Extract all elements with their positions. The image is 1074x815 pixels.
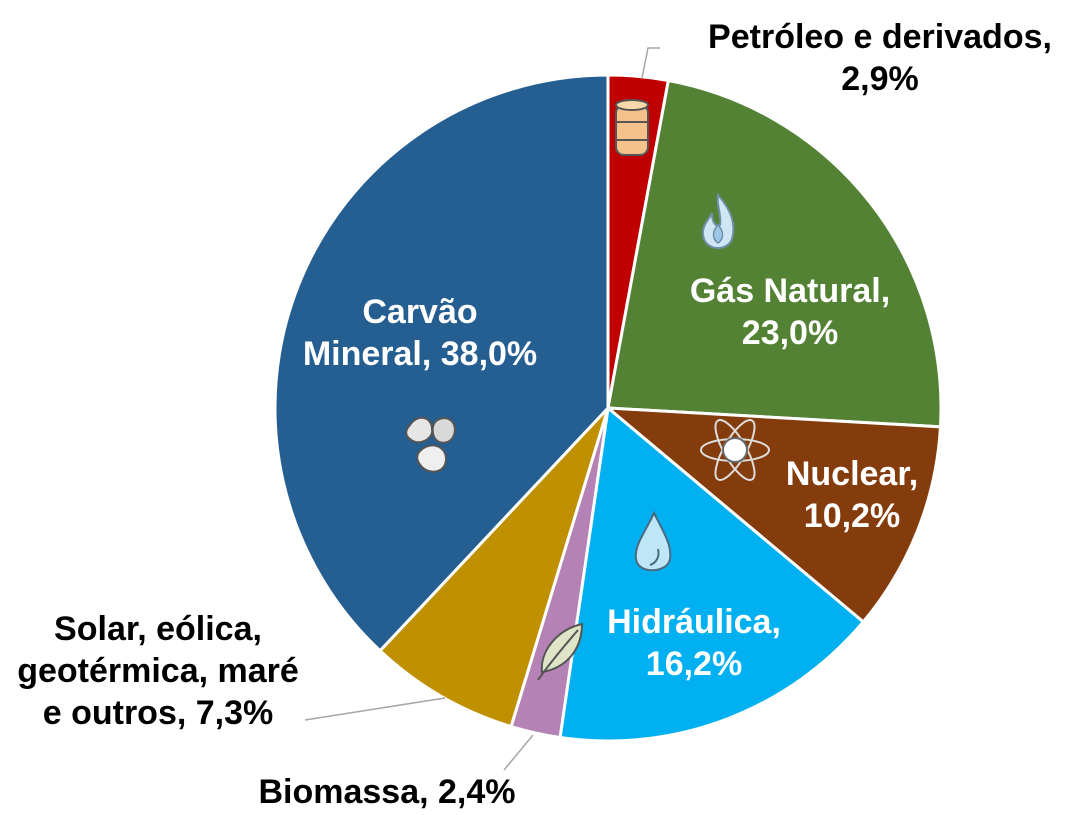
- leader-line-solar-eolica-geotermica-mare-e-outros: [304, 697, 446, 721]
- data-label-line: Petróleo e derivados,: [708, 18, 1052, 56]
- data-label-nuclear: Nuclear, 10,2%: [786, 455, 918, 535]
- slice-icons: [405, 99, 770, 681]
- pie-slice-nuclear: [603, 406, 943, 624]
- pie-slice-carvao-mineral: [273, 73, 610, 653]
- pie-slice-hidraulica: [558, 405, 866, 743]
- data-label-line: geotérmica, maré: [17, 652, 299, 690]
- data-label-line: Mineral, 38,0%: [303, 335, 537, 373]
- data-label-solar-eolica-geotermica-mare-e-outros: Solar, eólica, geotérmica, maré e outros, …: [17, 610, 299, 732]
- data-labels: Petróleo e derivados, 2,9% Gás Natural, 23,…: [17, 18, 1052, 811]
- data-label-line: 16,2%: [646, 645, 742, 683]
- oil-barrel-icon: [615, 99, 649, 156]
- leader-line-petroleo-e-derivados: [641, 47, 660, 79]
- water-drop-icon: [634, 510, 672, 572]
- data-label-line: 23,0%: [742, 314, 838, 352]
- leader-line-biomassa: [503, 734, 534, 771]
- data-label-gas-natural: Gás Natural, 23,0%: [690, 272, 890, 352]
- pie-slice-gas-natural: [606, 78, 943, 429]
- pie-slice-solar-eolica-geotermica-mare-e-outros: [377, 406, 610, 729]
- data-label-line: Hidráulica,: [607, 603, 781, 641]
- leaf-icon: [537, 622, 584, 681]
- data-label-line: e outros, 7,3%: [43, 694, 274, 732]
- gas-flame-icon: [702, 192, 735, 249]
- coal-icon: [405, 416, 456, 473]
- data-label-line: Solar, eólica,: [54, 610, 262, 648]
- data-label-line: Carvão: [362, 293, 477, 331]
- data-label-line: Biomassa, 2,4%: [258, 773, 515, 811]
- leader-lines: [304, 47, 660, 771]
- data-label-line: 10,2%: [804, 497, 900, 535]
- pie-slices: [273, 73, 943, 743]
- data-label-biomassa: Biomassa, 2,4%: [258, 773, 515, 811]
- data-label-line: Gás Natural,: [690, 272, 890, 310]
- data-label-hidraulica: Hidráulica, 16,2%: [607, 603, 781, 683]
- data-label-carvao-mineral: Carvão Mineral, 38,0%: [303, 293, 537, 373]
- atom-icon: [700, 419, 770, 481]
- data-label-line: 2,9%: [841, 60, 919, 98]
- data-label-line: Nuclear,: [786, 455, 918, 493]
- data-label-petroleo-e-derivados: Petróleo e derivados, 2,9%: [708, 18, 1052, 98]
